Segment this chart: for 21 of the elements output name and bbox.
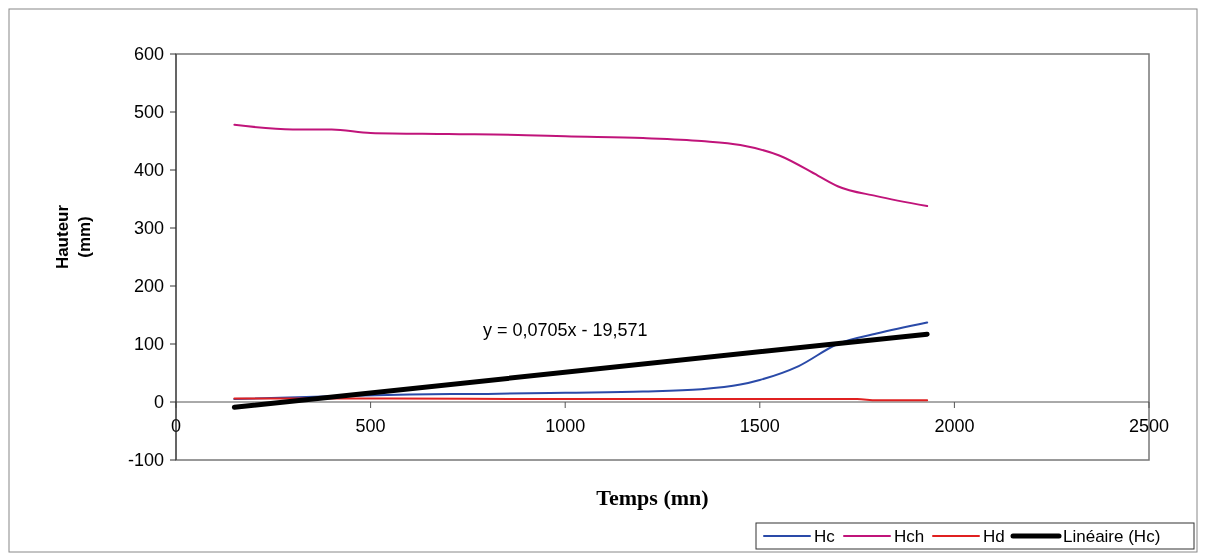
line-series xyxy=(233,123,929,207)
y-tick-label: -100 xyxy=(127,450,164,470)
legend-label: Hc xyxy=(814,527,836,546)
y-tick-label: 600 xyxy=(133,44,164,64)
x-tick-label: 2500 xyxy=(1128,416,1170,436)
legend-label: Hd xyxy=(983,527,1005,546)
annotation: y = 0,0705x - 19,571 xyxy=(482,320,648,341)
y-tick-label: 200 xyxy=(133,276,164,296)
x-tick-label: 1000 xyxy=(545,416,586,436)
y-tick-label: 0 xyxy=(153,392,164,412)
y-tick-label: 400 xyxy=(133,160,164,180)
y-tick-label: 300 xyxy=(133,218,164,238)
x-tick-label: 500 xyxy=(355,416,386,436)
y-axis-title: Hauteur (mm) xyxy=(53,204,94,270)
x-tick-label: 1500 xyxy=(739,416,780,436)
legend-label: Linéaire (Hc) xyxy=(1063,527,1161,546)
y-tick-label: 100 xyxy=(133,334,164,354)
x-tick-label: 2000 xyxy=(934,416,975,436)
y-tick-label: 500 xyxy=(133,102,164,122)
x-axis-title: Temps (mn) xyxy=(596,485,709,510)
legend-label: Hch xyxy=(894,527,925,546)
